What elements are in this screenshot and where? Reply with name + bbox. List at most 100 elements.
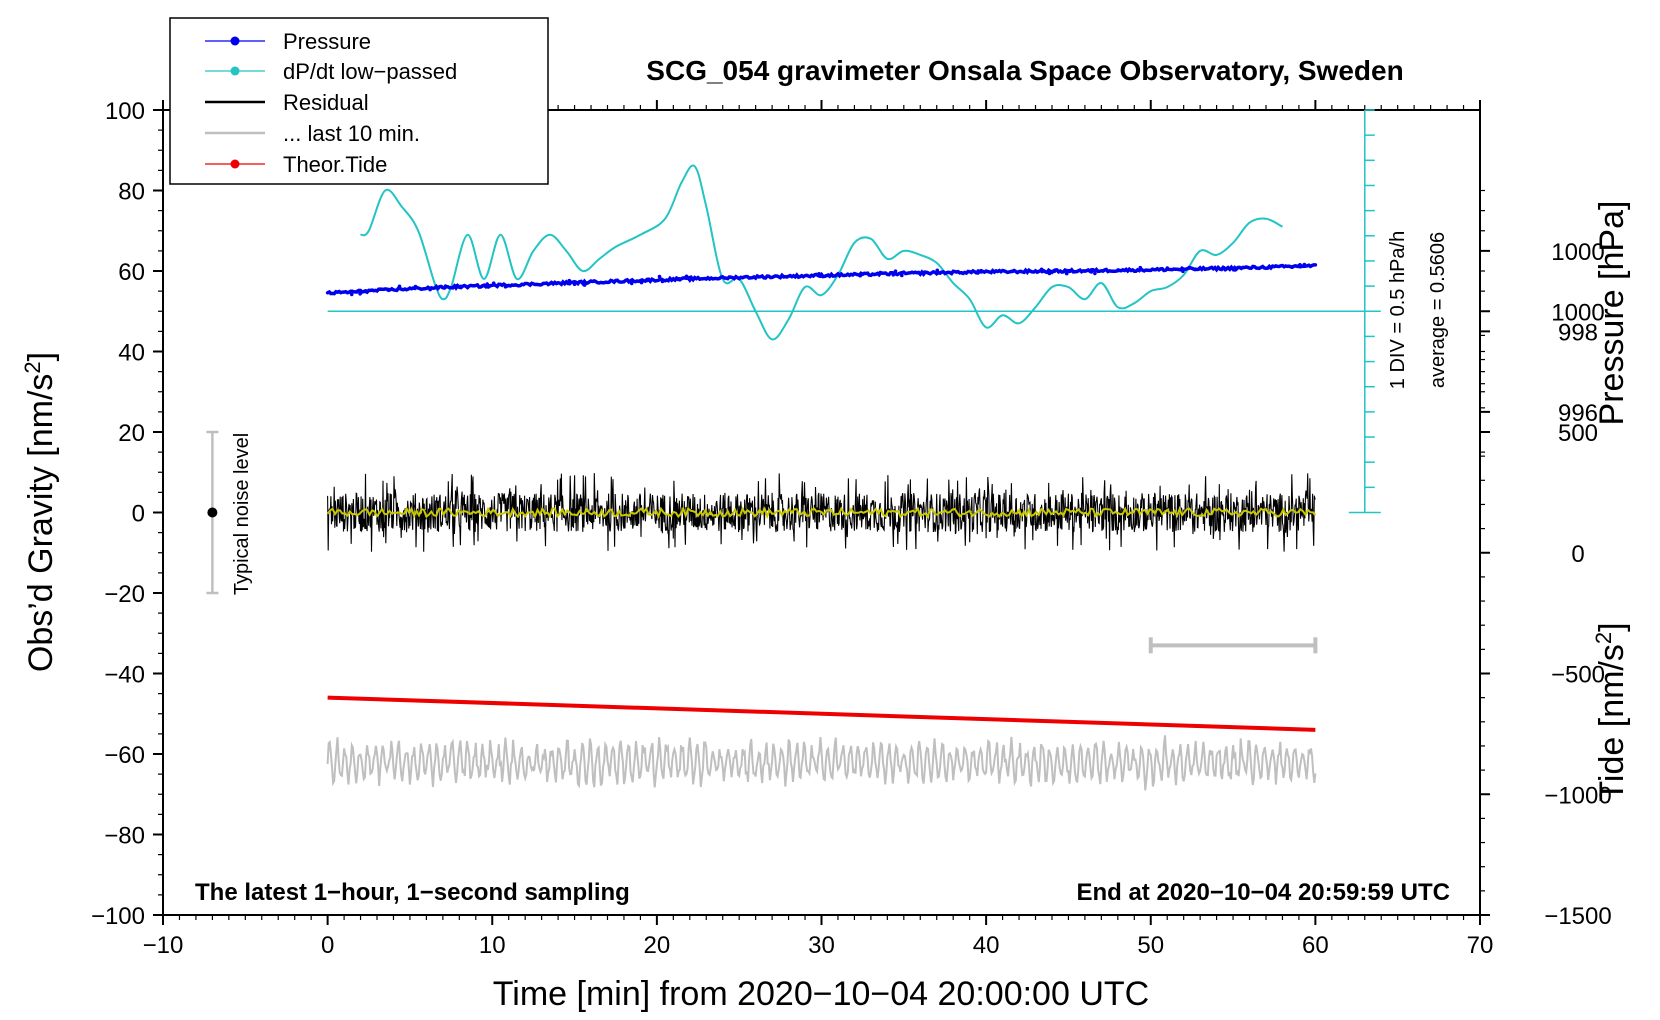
pressure-point	[858, 273, 862, 278]
y-tick-label: 80	[118, 179, 145, 206]
pressure-point	[979, 268, 983, 273]
y-axis-title-text: Obs’d Gravity [nm/s	[22, 374, 60, 673]
pressure-point	[1039, 267, 1044, 272]
pressure-point	[1187, 265, 1191, 270]
x-tick-label: 60	[1302, 932, 1329, 959]
x-tick-label: 50	[1137, 932, 1164, 959]
end-time-annotation: End at 2020−10−04 20:59:59 UTC	[1076, 879, 1450, 906]
tide-axis-title-text: Tide [nm/s	[1593, 644, 1631, 801]
x-tick-label: 70	[1467, 932, 1494, 959]
pressure-point	[1223, 267, 1227, 272]
pressure-point	[1138, 265, 1143, 270]
pressure-point	[458, 284, 463, 289]
legend-label-dpdt: dP/dt low−passed	[283, 59, 457, 84]
y-tick-label: 100	[105, 98, 145, 125]
pressure-point	[657, 274, 662, 279]
pressure-tick-label: 996	[1558, 400, 1598, 427]
x-tick-label: 40	[973, 932, 1000, 959]
pressure-point	[1233, 268, 1237, 272]
pressure-point	[480, 284, 485, 288]
tide-tick-label: 1000	[1551, 299, 1604, 326]
y-axis-title-close: ]	[22, 352, 60, 361]
pressure-point	[582, 283, 587, 287]
pressure-point	[1290, 265, 1294, 270]
series-last-10-min	[326, 735, 1317, 791]
pressure-point	[428, 287, 432, 292]
legend-label-tide: Theor.Tide	[283, 152, 387, 177]
tide-axis: 1000 500 0 −500 −1000 −1500	[1480, 299, 1612, 930]
series-pressure	[325, 263, 1318, 296]
tide-tick-label: −1000	[1544, 782, 1611, 809]
legend: Pressure dP/dt low−passed Residual ... l…	[169, 17, 549, 185]
tide-tick-label: 0	[1571, 541, 1584, 568]
pressure-point	[878, 270, 883, 275]
pressure-point	[1302, 262, 1307, 267]
pressure-point	[1297, 263, 1301, 268]
y-tick-label: −40	[104, 662, 145, 689]
pressure-tick-label: 998	[1558, 319, 1598, 346]
noise-bar-center	[207, 507, 218, 518]
x-tick-label: −10	[143, 932, 184, 959]
pressure-point	[358, 292, 362, 296]
pressure-point	[349, 292, 354, 297]
dpdt-div-note: 1 DIV = 0.5 hPa/h	[1387, 231, 1409, 389]
pressure-point	[1181, 269, 1185, 274]
series-theor-tide	[327, 695, 1316, 732]
sampling-annotation: The latest 1−hour, 1−second sampling	[195, 879, 630, 906]
tide-tick-label: 500	[1558, 420, 1598, 447]
y-tick-label: 20	[118, 420, 145, 447]
pressure-point	[491, 281, 496, 286]
pressure-point	[1193, 267, 1197, 272]
pressure-point	[976, 269, 980, 273]
pressure-point	[935, 268, 940, 273]
y-tick-label: 0	[132, 501, 145, 528]
pressure-point	[486, 285, 490, 289]
pressure-point	[1165, 266, 1170, 270]
pressure-point	[1089, 270, 1094, 274]
y-axis-title-sup: 2	[20, 361, 45, 373]
data-series	[325, 164, 1318, 791]
pressure-point	[1093, 271, 1097, 276]
pressure-point	[454, 283, 459, 288]
tide-tick-label: −1500	[1544, 903, 1611, 930]
pressure-point	[1052, 269, 1057, 274]
pressure-point	[688, 275, 693, 280]
y-tick-label: −80	[104, 823, 145, 850]
x-tick-label: 10	[479, 932, 506, 959]
x-tick-label: 0	[321, 932, 334, 959]
pressure-point	[1116, 268, 1120, 272]
pressure-point	[355, 290, 359, 294]
x-axis-title: Time [min] from 2020−10−04 20:00:00 UTC	[493, 975, 1149, 1013]
x-tick-label: 30	[808, 932, 835, 959]
pressure-point	[891, 273, 896, 277]
x-axis-ticks: −10 0 10 20 30 40 50 60 70	[143, 100, 1494, 959]
pressure-point	[1010, 269, 1015, 274]
y-axis-title: Obs’d Gravity [nm/s2]	[20, 352, 60, 672]
x-tick-label: 20	[644, 932, 671, 959]
pressure-point	[386, 287, 391, 292]
pressure-point	[572, 282, 577, 287]
series-residual-smoothed	[326, 505, 1317, 520]
series-residual	[327, 473, 1316, 552]
legend-key-marker	[230, 66, 240, 76]
pressure-point	[1064, 271, 1069, 276]
tide-axis-title: Tide [nm/s2]	[1591, 622, 1631, 801]
pressure-point	[893, 269, 898, 274]
pressure-point	[660, 279, 665, 284]
dpdt-average-note: average = 0.5606	[1427, 232, 1449, 388]
pressure-point	[567, 278, 572, 283]
legend-label-residual: Residual	[283, 90, 369, 115]
pressure-point	[645, 278, 649, 283]
pressure-point	[684, 274, 689, 279]
legend-label-last10: ... last 10 min.	[283, 121, 420, 146]
pressure-point	[639, 280, 644, 285]
y-tick-label: −100	[91, 903, 145, 930]
pressure-tick-label: 1000	[1551, 239, 1604, 266]
pressure-point	[900, 273, 904, 278]
pressure-point	[443, 284, 448, 288]
tide-tick-label: −500	[1551, 662, 1605, 689]
chart-title: SCG_054 gravimeter Onsala Space Observat…	[646, 55, 1403, 86]
noise-bar	[206, 430, 219, 595]
